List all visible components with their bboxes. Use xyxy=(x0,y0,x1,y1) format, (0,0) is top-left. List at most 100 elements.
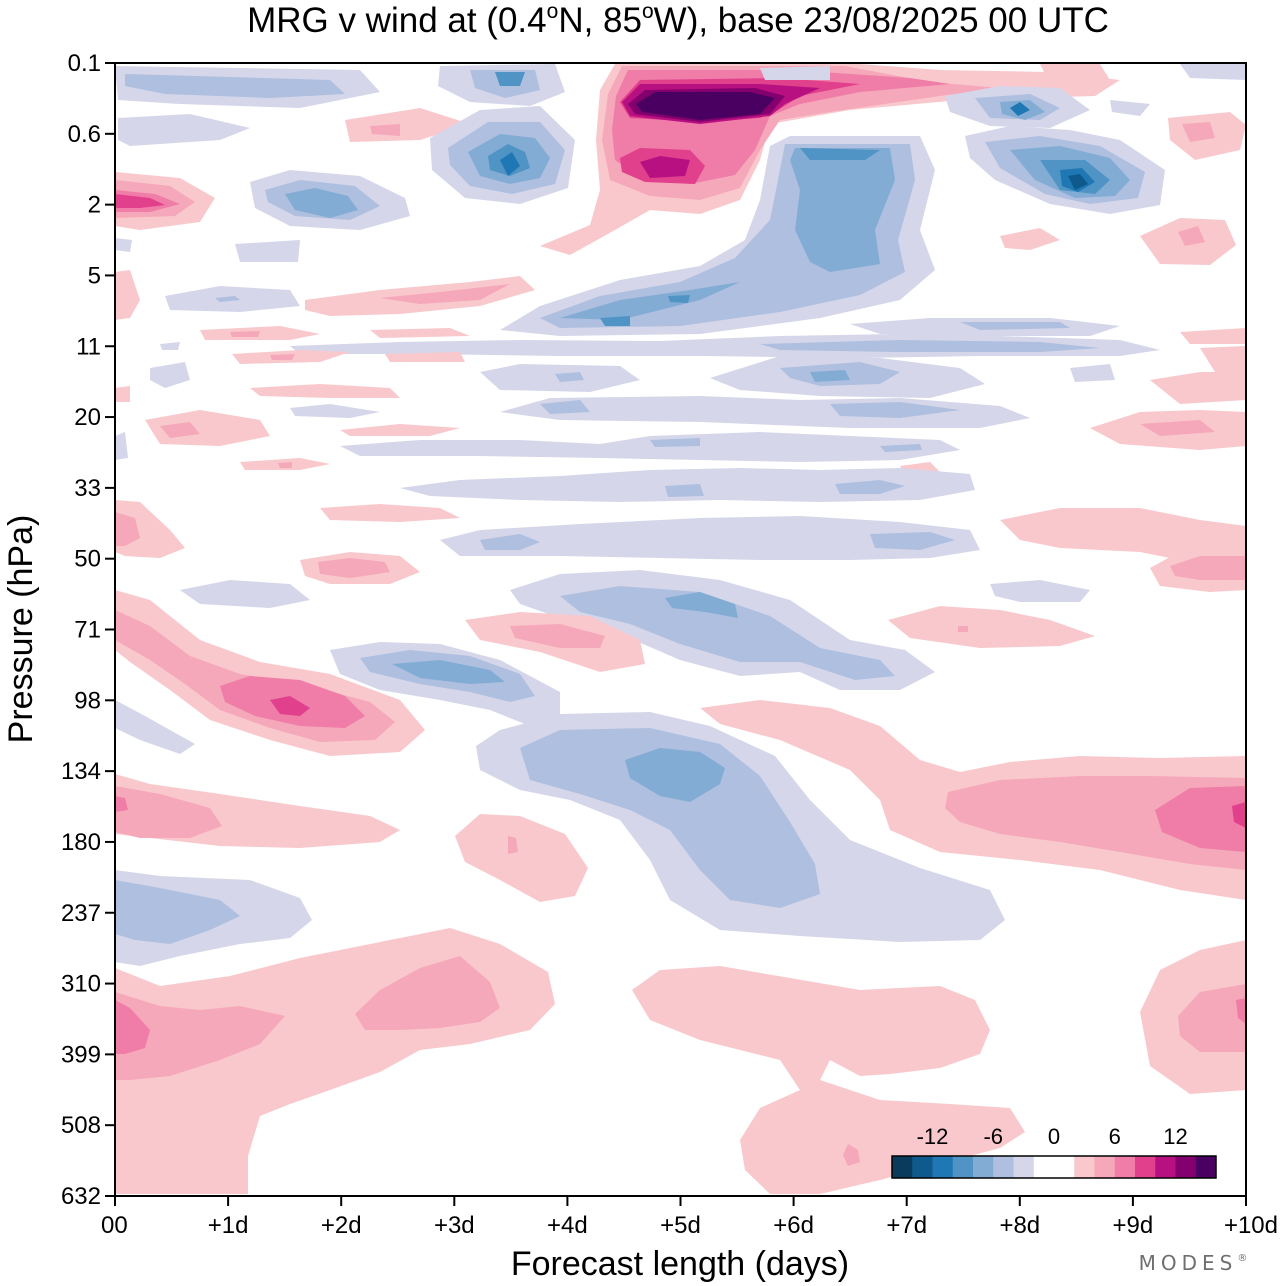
contour-neg-1 xyxy=(1180,64,1246,80)
colorbar-frame xyxy=(891,1155,1217,1179)
contour-neg-1 xyxy=(440,516,980,560)
y-tick-label: 33 xyxy=(74,475,101,502)
x-tick-label: +3d xyxy=(434,1212,475,1239)
colorbar-label: 12 xyxy=(1163,1124,1187,1149)
contour-pos-1 xyxy=(115,500,185,558)
contour-neg-5 xyxy=(1010,102,1030,116)
y-tick-label: 11 xyxy=(76,333,101,360)
contour-pos-2 xyxy=(370,124,400,136)
y-tick-label: 0.6 xyxy=(68,121,101,148)
contour-neg-1 xyxy=(115,432,128,460)
contour-pos-1 xyxy=(115,270,140,320)
y-axis: 0.1 0.6 2 5 11 20 33 50 71 98 134 180 237 310 399 508 63… xyxy=(61,50,115,1210)
contour-neg-1 xyxy=(115,700,195,754)
contour-pos-1 xyxy=(632,966,1025,1194)
contour-pos-1 xyxy=(1218,384,1246,400)
contour-pos-1 xyxy=(370,328,470,338)
colorbar-swatch xyxy=(1175,1156,1197,1178)
contour-pos-1 xyxy=(1000,228,1060,250)
modes-brand: MODES® xyxy=(1139,1251,1248,1275)
contour-pos-1 xyxy=(1200,346,1246,372)
contour-neg-3 xyxy=(665,592,738,618)
contour-neg-2 xyxy=(125,74,345,98)
colorbar-swatch xyxy=(1094,1156,1116,1178)
contour-neg-1 xyxy=(180,580,310,608)
contour-neg-1 xyxy=(340,432,960,462)
contour-pos-2 xyxy=(230,331,260,337)
contour-neg-1 xyxy=(990,580,1090,602)
contour-pos-1 xyxy=(455,814,588,902)
contour-neg-4 xyxy=(495,72,525,86)
colorbar-swatch xyxy=(892,1156,913,1178)
contour-neg-3 xyxy=(625,748,725,802)
x-tick-label: +8d xyxy=(999,1212,1040,1239)
colorbar-swatch xyxy=(912,1156,933,1178)
colorbar-legend: -12 -6 0 6 12 xyxy=(891,1124,1217,1179)
y-tick-label: 632 xyxy=(61,1183,101,1210)
contour-pos-4 xyxy=(115,194,165,208)
colorbar-swatch xyxy=(1114,1156,1136,1178)
contour-neg-2 xyxy=(830,402,960,418)
contour-neg-3 xyxy=(392,660,505,684)
contour-neg-3 xyxy=(810,370,850,382)
contour-pos-2 xyxy=(355,956,500,1030)
contour-neg-2 xyxy=(555,372,584,382)
x-axis-label: Forecast length (days) xyxy=(511,1245,849,1283)
colorbar-label: 6 xyxy=(1109,1124,1121,1149)
y-tick-label: 310 xyxy=(61,971,101,998)
contour-neg-2 xyxy=(520,728,820,908)
x-tick-label: +6d xyxy=(773,1212,814,1239)
y-tick-label: 180 xyxy=(61,829,101,856)
x-axis: 00 +1d +2d +3d +4d +5d +6d +7d +8d +9d +10d xyxy=(101,1196,1278,1239)
contour-pos-4 xyxy=(1232,802,1246,828)
contour-neg-2 xyxy=(560,586,895,680)
contour-pos-2 xyxy=(278,462,292,468)
contour-pos-2 xyxy=(843,1144,860,1166)
y-tick-label: 71 xyxy=(74,617,101,644)
contour-neg-1 xyxy=(160,342,180,350)
colorbar-label: -12 xyxy=(917,1124,949,1149)
contour-pos-2 xyxy=(115,992,285,1080)
contour-pos-1 xyxy=(1040,64,1110,84)
contour-neg-2 xyxy=(870,532,955,550)
contour-neg-5 xyxy=(500,152,520,176)
contour-pos-1 xyxy=(1180,328,1246,344)
colorbar-swatch xyxy=(1013,1156,1035,1178)
contour-pos-4 xyxy=(270,696,310,716)
contour-neg-3 xyxy=(560,282,740,320)
colorbar-swatch xyxy=(1033,1156,1055,1178)
contour-neg-1 xyxy=(150,362,190,388)
contour-pos-1 xyxy=(340,424,460,436)
y-tick-label: 508 xyxy=(61,1112,101,1139)
contour-pos-2 xyxy=(1140,420,1215,436)
contour-neg-3 xyxy=(790,148,895,272)
contour-pos-2 xyxy=(115,786,222,838)
x-tick-label: +1d xyxy=(208,1212,249,1239)
contour-neg-2 xyxy=(650,438,700,447)
contour-pos-2 xyxy=(508,836,518,854)
contour-pos-7 xyxy=(636,92,775,120)
y-tick-label: 237 xyxy=(61,900,101,927)
x-tick-label: +5d xyxy=(660,1212,701,1239)
contour-pos-2 xyxy=(1182,122,1215,142)
chart-title: MRG v wind at (0.4oN, 85oW), base 23/08/… xyxy=(247,0,1109,40)
contour-pos-3 xyxy=(115,1000,150,1054)
colorbar-swatch xyxy=(1195,1156,1217,1178)
contour-pos-2 xyxy=(945,776,1246,870)
y-axis-label: Pressure (hPa) xyxy=(2,515,40,744)
colorbar-swatch xyxy=(932,1156,954,1178)
contour-neg-2 xyxy=(540,400,590,414)
y-tick-label: 134 xyxy=(61,758,101,785)
colorbar-swatch xyxy=(1155,1156,1176,1178)
y-tick-label: 0.1 xyxy=(68,50,101,77)
colorbar-label: -6 xyxy=(983,1124,1003,1149)
x-tick-label: +4d xyxy=(547,1212,588,1239)
colorbar-swatch xyxy=(973,1156,994,1178)
contour-neg-2 xyxy=(115,880,240,944)
x-tick-label: 00 xyxy=(101,1212,128,1239)
colorbar-label: 0 xyxy=(1048,1124,1060,1149)
contour-neg-4 xyxy=(800,148,880,160)
contour-neg-2 xyxy=(960,322,1070,330)
x-tick-label: +7d xyxy=(886,1212,927,1239)
contour-field xyxy=(115,64,1246,1194)
